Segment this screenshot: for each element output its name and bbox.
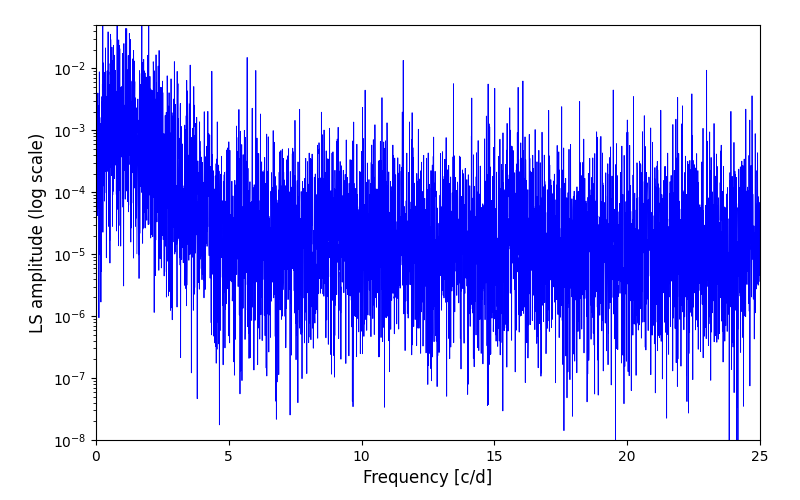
X-axis label: Frequency [c/d]: Frequency [c/d] (363, 470, 493, 488)
Y-axis label: LS amplitude (log scale): LS amplitude (log scale) (30, 132, 47, 332)
